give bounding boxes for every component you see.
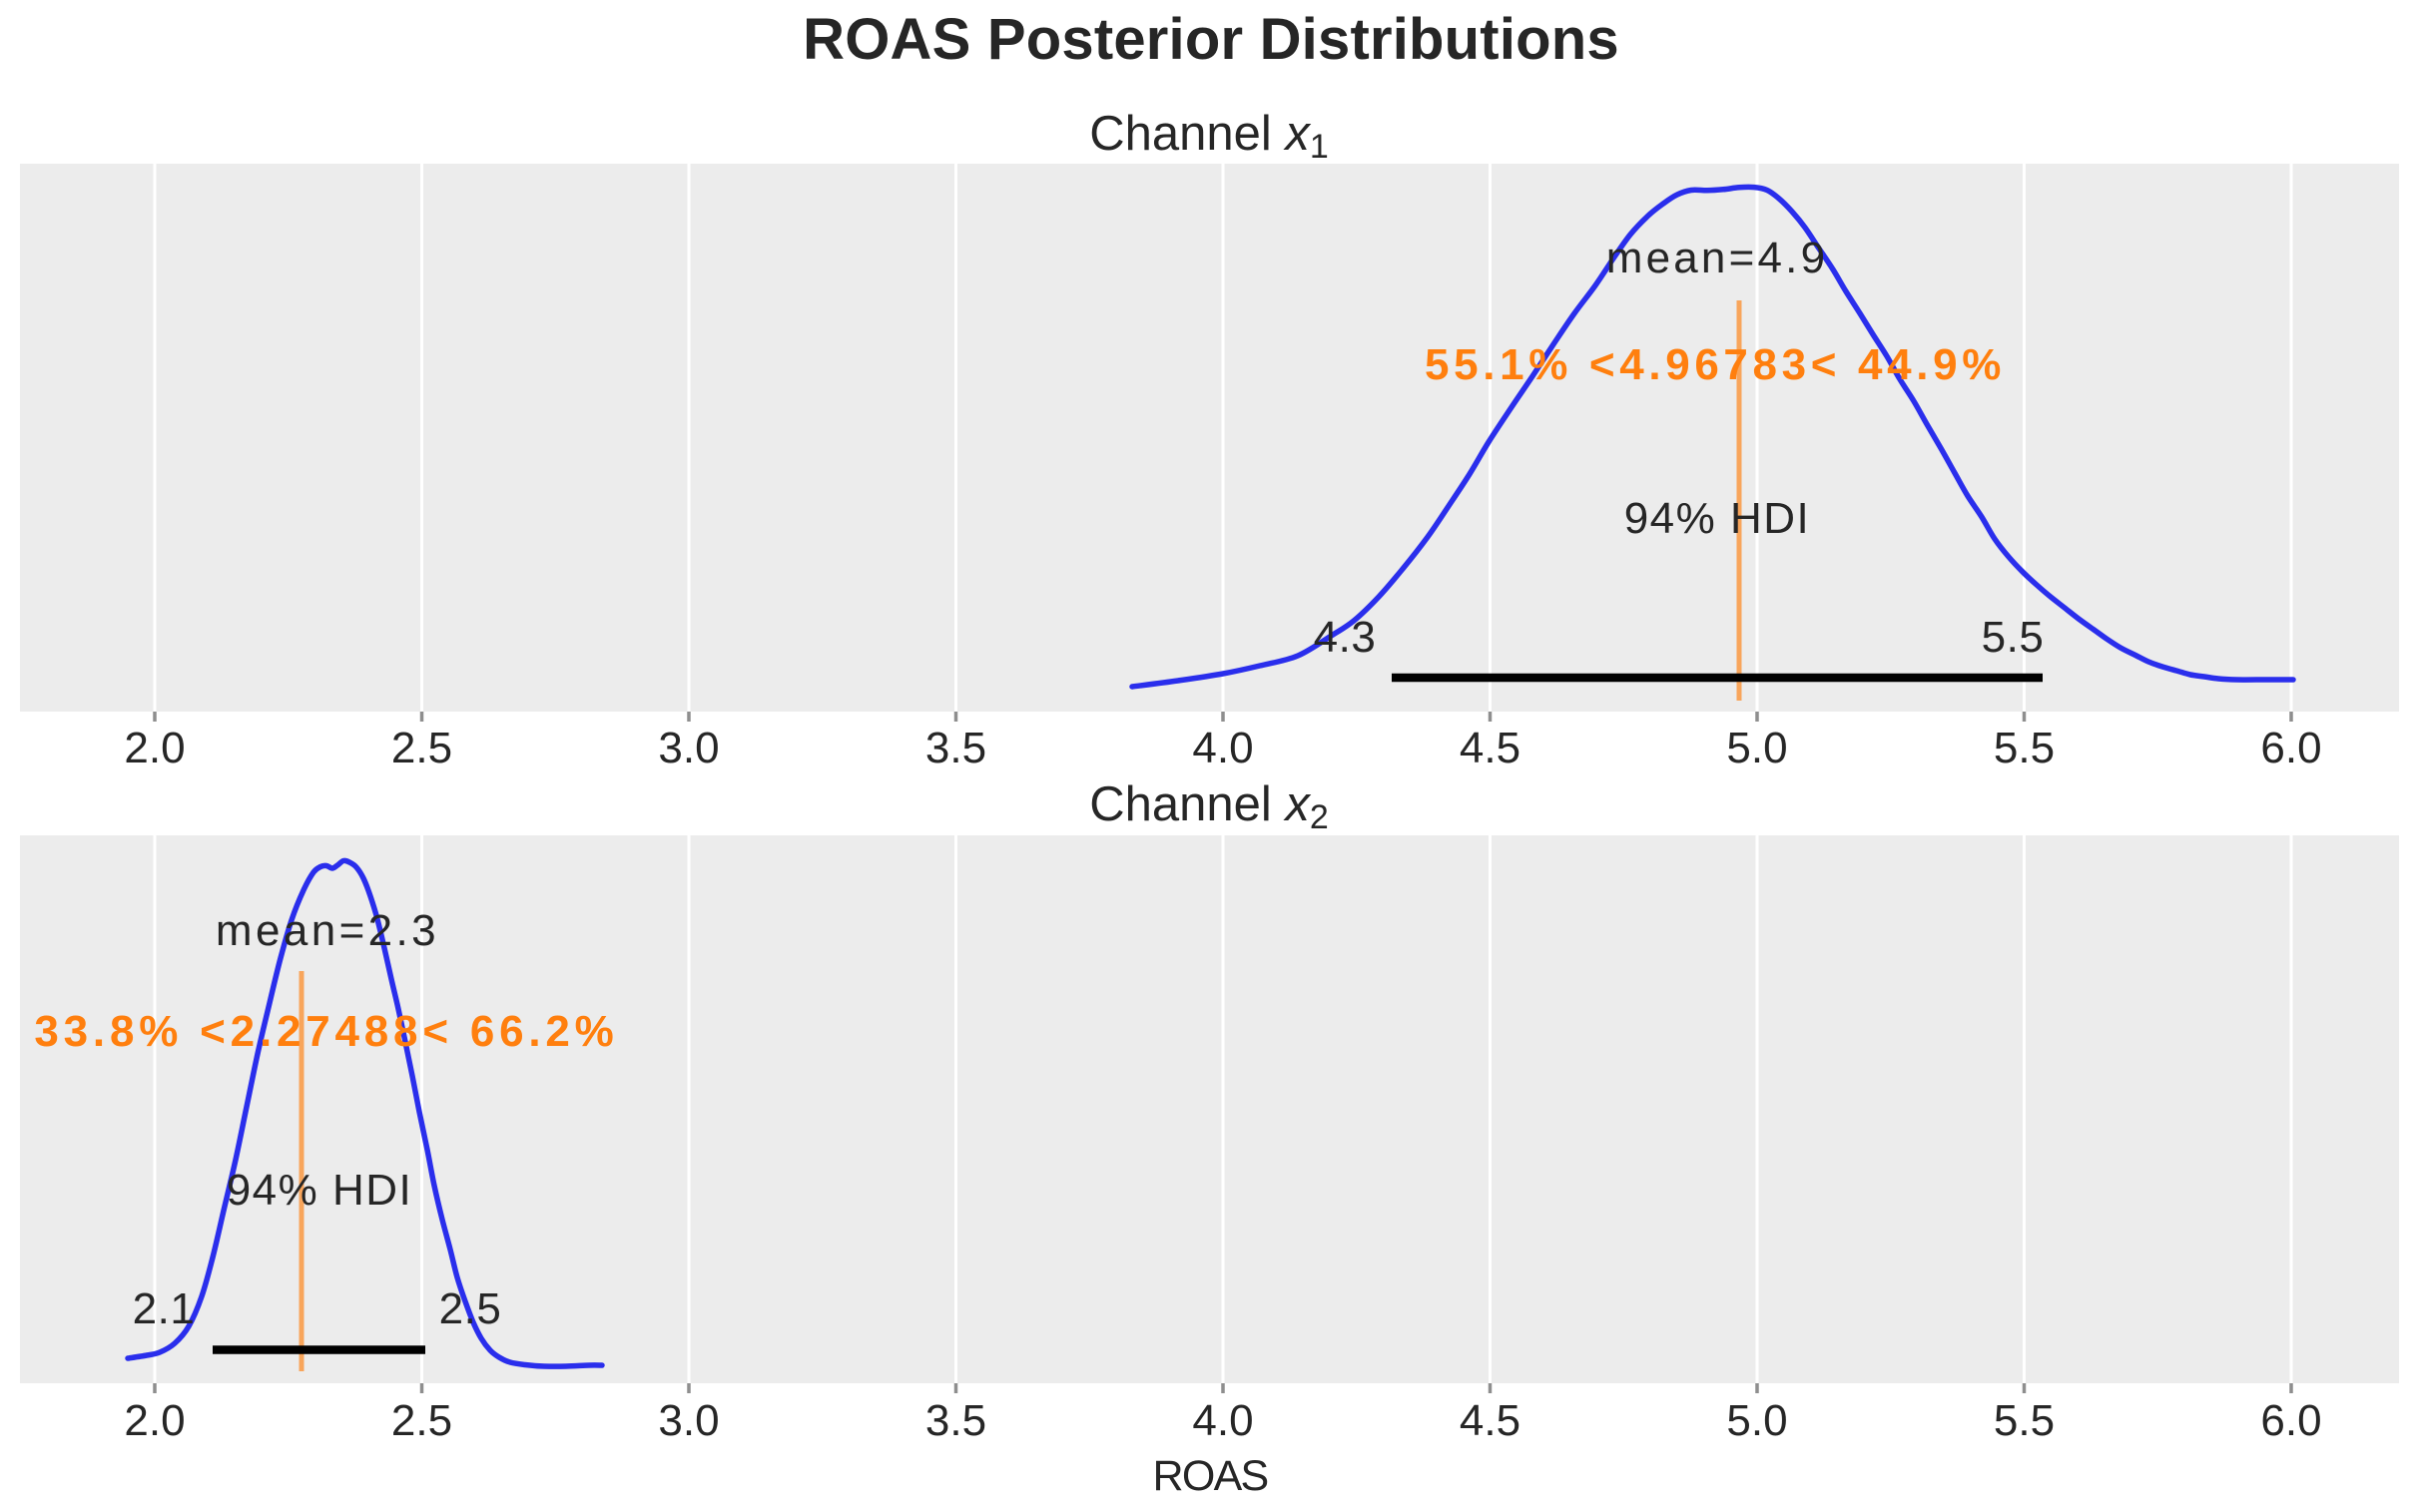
svg-text:2.0: 2.0 xyxy=(124,1396,185,1445)
svg-text:5.0: 5.0 xyxy=(1726,724,1787,772)
svg-text:2.0: 2.0 xyxy=(124,724,185,772)
svg-text:6.0: 6.0 xyxy=(2260,1396,2321,1445)
svg-text:2.1: 2.1 xyxy=(133,1284,196,1333)
svg-text:3.0: 3.0 xyxy=(658,724,719,772)
svg-text:ROAS Posterior Distributions: ROAS Posterior Distributions xyxy=(803,7,1619,72)
svg-text:4.5: 4.5 xyxy=(1460,724,1520,772)
svg-text:5.5: 5.5 xyxy=(1994,724,2055,772)
svg-text:94% HDI: 94% HDI xyxy=(227,1166,413,1215)
svg-text:94% HDI: 94% HDI xyxy=(1624,494,1811,543)
svg-text:Channel x2: Channel x2 xyxy=(1089,777,1329,836)
svg-text:ROAS: ROAS xyxy=(1152,1452,1267,1500)
svg-text:4.0: 4.0 xyxy=(1192,1396,1253,1445)
svg-text:2.5: 2.5 xyxy=(391,1396,452,1445)
svg-text:3.0: 3.0 xyxy=(658,1396,719,1445)
svg-text:4.3: 4.3 xyxy=(1314,613,1377,662)
svg-text:5.5: 5.5 xyxy=(1994,1396,2055,1445)
svg-text:3.5: 3.5 xyxy=(925,1396,986,1445)
svg-text:2.5: 2.5 xyxy=(391,724,452,772)
svg-text:5.5: 5.5 xyxy=(1982,613,2045,662)
svg-text:55.1% <4.96783< 44.9%: 55.1% <4.96783< 44.9% xyxy=(1425,340,2006,389)
svg-text:mean=2.3: mean=2.3 xyxy=(216,906,439,955)
svg-text:2.5: 2.5 xyxy=(439,1284,502,1333)
svg-text:3.5: 3.5 xyxy=(925,724,986,772)
svg-text:4.5: 4.5 xyxy=(1460,1396,1520,1445)
svg-text:Channel x1: Channel x1 xyxy=(1089,107,1329,166)
svg-text:mean=4.9: mean=4.9 xyxy=(1606,234,1829,282)
svg-text:5.0: 5.0 xyxy=(1726,1396,1787,1445)
svg-text:4.0: 4.0 xyxy=(1192,724,1253,772)
svg-text:6.0: 6.0 xyxy=(2260,724,2321,772)
svg-text:33.8% <2.27488< 66.2%: 33.8% <2.27488< 66.2% xyxy=(34,1007,618,1056)
